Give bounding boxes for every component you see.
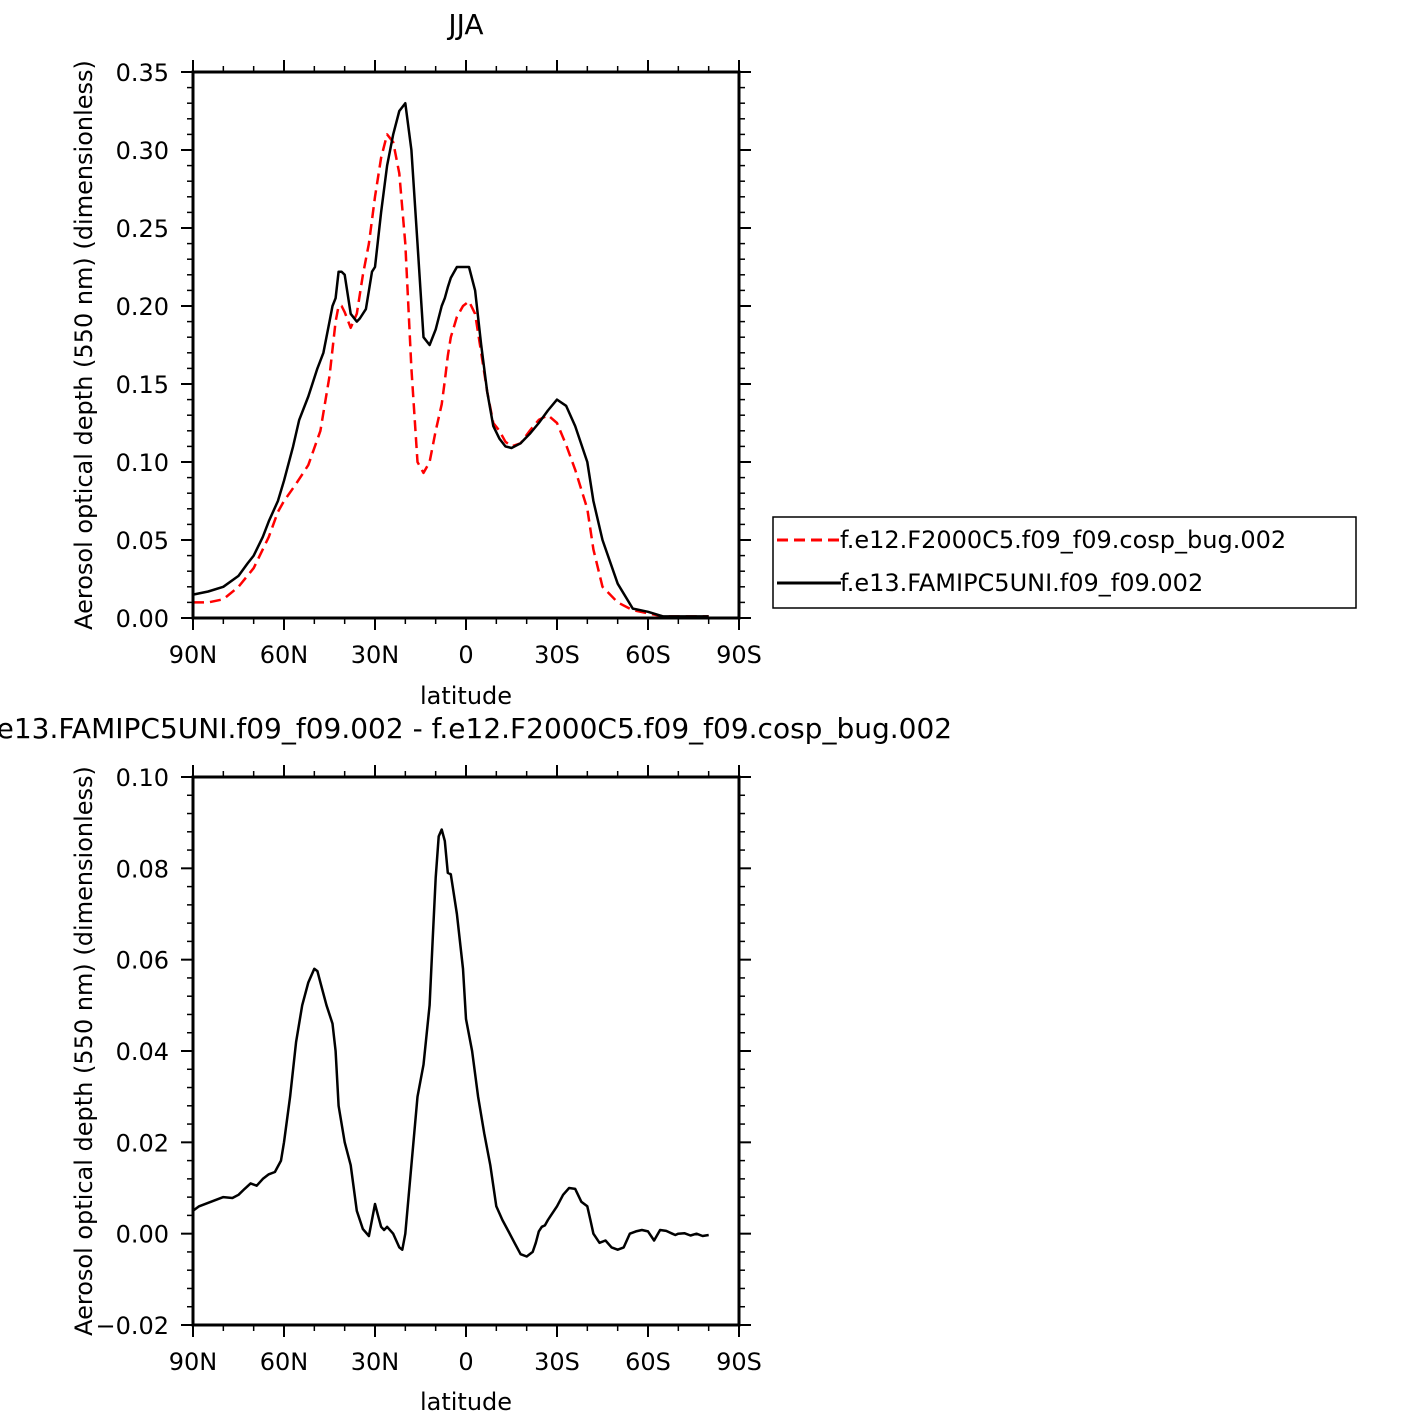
bottom-y-tick-label: −0.02 <box>95 1312 169 1340</box>
top-series-line-2 <box>192 101 709 618</box>
top-x-tick-label: 0 <box>458 641 473 669</box>
top-x-tick-label: 60S <box>625 641 671 669</box>
top-y-tick-label: 0.30 <box>116 137 169 165</box>
bottom-chart-series <box>192 828 709 1258</box>
top-x-tick-label: 30N <box>351 641 400 669</box>
bottom-chart-ticks: 90N 60N 30N 0 30S 60S 90S −0.02 0.00 0.02 0.04 0.06… <box>95 764 761 1376</box>
bottom-y-tick-label: 0.00 <box>116 1221 169 1249</box>
legend-label-series-2: f.e13.FAMIPC5UNI.f09_f09.002 <box>840 569 1203 597</box>
top-y-tick-label: 0.05 <box>116 527 169 555</box>
top-x-tick-label: 30S <box>534 641 580 669</box>
bottom-y-tick-label: 0.06 <box>116 947 169 975</box>
bottom-x-tick-label: 90N <box>169 1348 218 1376</box>
top-x-tick-label: 60N <box>260 641 309 669</box>
top-chart-ticks: 90N 60N 30N 0 30S 60S 90S 0.00 0.05 0.10 0.15 0.20 0… <box>116 59 762 669</box>
bottom-chart-panel: f.e13.FAMIPC5UNI.f09_f09.002 - f.e12.F20… <box>0 712 952 1416</box>
bottom-x-tick-label: 60N <box>260 1348 309 1376</box>
bottom-x-tick-label: 60S <box>625 1348 671 1376</box>
bottom-y-tick-label: 0.08 <box>116 855 169 883</box>
bottom-series-line-1 <box>192 828 709 1258</box>
top-y-tick-label: 0.25 <box>116 215 169 243</box>
legend-label-series-1: f.e12.F2000C5.f09_f09.cosp_bug.002 <box>840 526 1286 554</box>
bottom-y-axis-label: Aerosol optical depth (550 nm) (dimensio… <box>70 766 98 1336</box>
bottom-y-tick-label: 0.10 <box>116 764 169 792</box>
top-y-tick-label: 0.35 <box>116 59 169 87</box>
legend: f.e12.F2000C5.f09_f09.cosp_bug.002 f.e13… <box>772 516 1357 609</box>
bottom-x-tick-label: 90S <box>716 1348 762 1376</box>
top-plot-frame <box>191 70 741 620</box>
top-y-tick-label: 0.20 <box>116 293 169 321</box>
top-chart-series <box>192 101 709 618</box>
bottom-x-axis-label: latitude <box>420 1388 512 1416</box>
top-x-axis-label: latitude <box>420 682 512 710</box>
bottom-x-tick-label: 0 <box>458 1348 473 1376</box>
top-x-tick-label: 90S <box>716 641 762 669</box>
top-chart-title: JJA <box>446 8 483 41</box>
top-y-tick-label: 0.15 <box>116 371 169 399</box>
bottom-x-tick-label: 30N <box>351 1348 400 1376</box>
top-x-tick-label: 90N <box>169 641 218 669</box>
top-y-tick-label: 0.10 <box>116 449 169 477</box>
top-y-axis-label: Aerosol optical depth (550 nm) (dimensio… <box>70 60 98 630</box>
bottom-y-tick-label: 0.02 <box>116 1129 169 1157</box>
bottom-chart-title: f.e13.FAMIPC5UNI.f09_f09.002 - f.e12.F20… <box>0 712 952 745</box>
bottom-x-tick-label: 30S <box>534 1348 580 1376</box>
top-chart-panel: JJA 90N 60N 30N 0 30S 60S 90S 0.00 0.05 0.10 0.15 0… <box>70 8 762 710</box>
bottom-y-tick-label: 0.04 <box>116 1038 169 1066</box>
legend-box <box>772 516 1357 609</box>
top-y-tick-label: 0.00 <box>116 605 169 633</box>
bottom-plot-frame <box>191 775 741 1327</box>
top-series-line-1 <box>193 133 709 618</box>
